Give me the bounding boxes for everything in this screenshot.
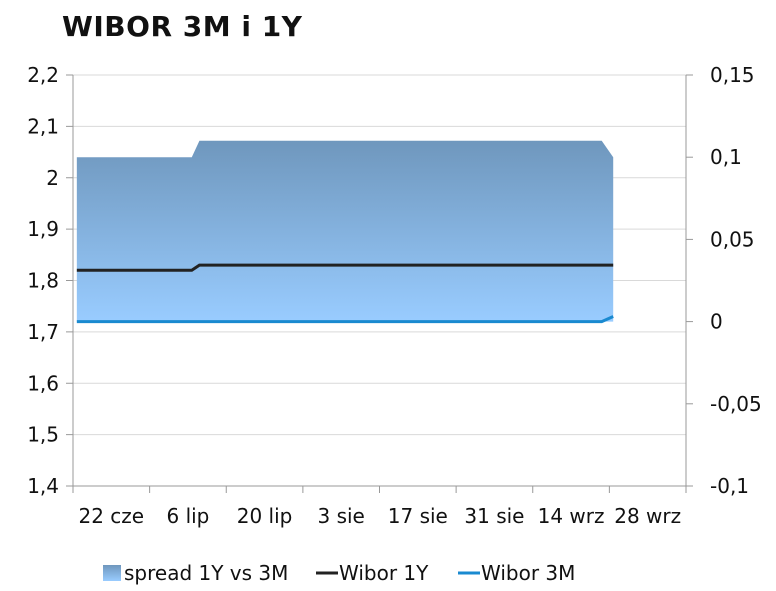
y-left-tick-label: 1,5 — [27, 423, 59, 447]
y-left-tick-label: 1,9 — [27, 217, 59, 241]
y-right-tick-label: -0,05 — [710, 392, 762, 416]
y-right-tick-label: 0,1 — [710, 145, 742, 169]
y-right-tick-label: 0,15 — [710, 63, 755, 87]
chart-title: WIBOR 3M i 1Y — [62, 10, 303, 43]
y-left-tick-label: 2,1 — [27, 114, 59, 138]
y-left-tick-label: 2,2 — [27, 63, 59, 87]
x-tick-label: 3 sie — [318, 504, 365, 528]
y-right-tick-label: -0,1 — [710, 474, 749, 498]
x-tick-label: 14 wrz — [538, 504, 605, 528]
y-right-tick-label: 0 — [710, 310, 723, 334]
x-tick-label: 28 wrz — [614, 504, 681, 528]
x-tick-label: 22 cze — [79, 504, 145, 528]
x-tick-label: 6 lip — [166, 504, 209, 528]
y-left-tick-label: 1,4 — [27, 474, 59, 498]
x-tick-label: 31 sie — [464, 504, 524, 528]
legend-label: spread 1Y vs 3M — [124, 561, 288, 585]
x-tick-label: 17 sie — [388, 504, 448, 528]
legend-swatch — [103, 565, 121, 581]
y-left-tick-label: 1,8 — [27, 269, 59, 293]
x-tick-label: 20 lip — [237, 504, 293, 528]
series-line-wibor-1y — [76, 263, 614, 272]
legend-label: Wibor 3M — [481, 561, 575, 585]
series-line-wibor-3m — [76, 315, 614, 324]
y-left-tick-label: 2 — [46, 166, 59, 190]
y-left-tick-label: 1,6 — [27, 371, 59, 395]
y-left-tick-label: 1,7 — [27, 320, 59, 344]
legend-label: Wibor 1Y — [339, 561, 429, 585]
series-area-spread — [76, 140, 614, 322]
y-right-tick-label: 0,05 — [710, 227, 755, 251]
